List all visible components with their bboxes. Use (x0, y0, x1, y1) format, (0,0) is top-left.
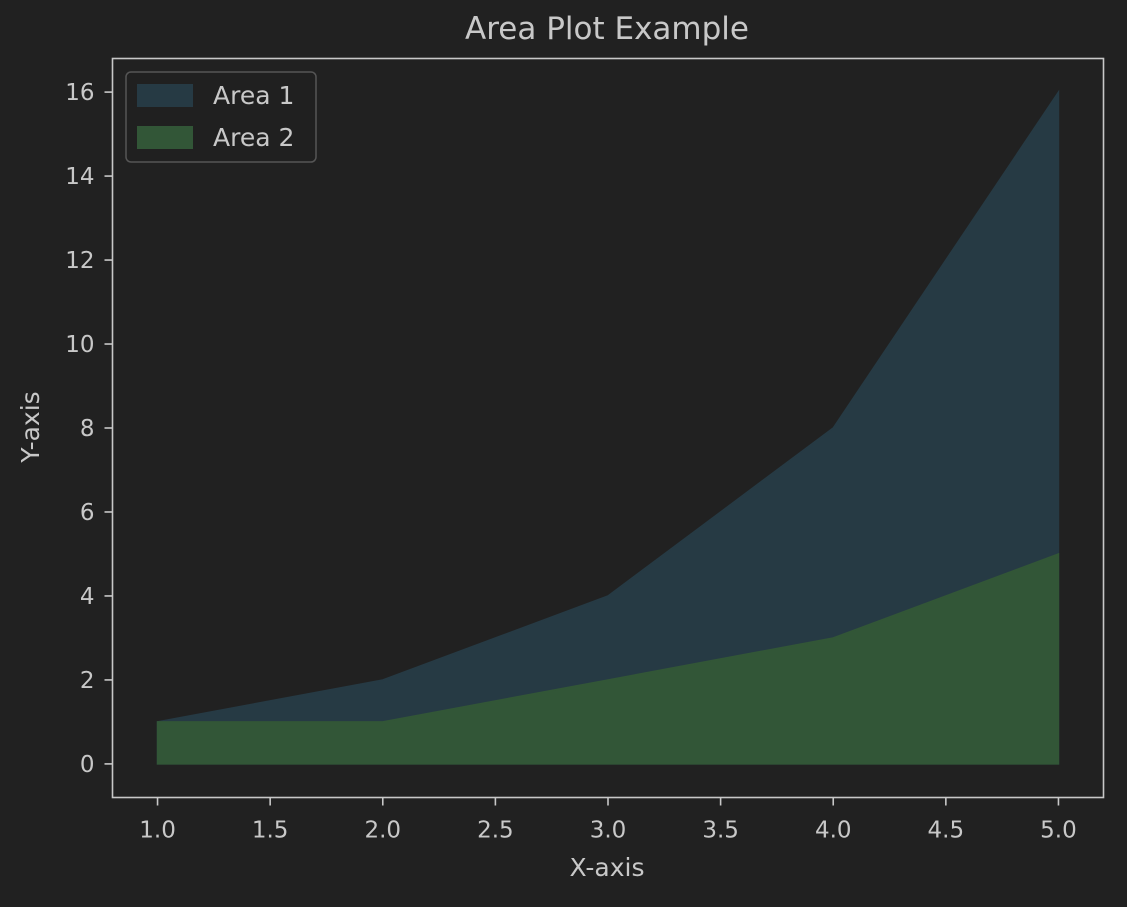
areas-layer (156, 89, 1060, 765)
y-axis-label: Y-axis (16, 391, 45, 463)
x-tick-label: 1.5 (252, 818, 289, 844)
legend-swatch-area-2 (137, 126, 193, 149)
y-tick-label: 14 (65, 164, 94, 190)
x-tick-label: 5.0 (1040, 818, 1077, 844)
y-tick-label: 16 (65, 80, 94, 106)
x-tick-label: 2.0 (364, 818, 401, 844)
area-2-fill (156, 552, 1060, 765)
legend-item-area-1: Area 1 (137, 81, 294, 110)
legend-label-area-1: Area 1 (213, 81, 294, 110)
y-tick-label: 4 (80, 584, 95, 610)
x-tick-label: 2.5 (477, 818, 514, 844)
y-tick-label: 6 (80, 500, 95, 526)
y-tick-label: 10 (65, 332, 94, 358)
x-tick-label: 4.5 (928, 818, 965, 844)
y-tick-label: 2 (80, 668, 95, 694)
y-tick-label: 8 (80, 416, 95, 442)
legend-item-area-2: Area 2 (137, 123, 294, 152)
legend-swatch-area-1 (137, 84, 193, 107)
x-tick-label: 3.0 (590, 818, 627, 844)
y-axis: 0 2 4 6 8 10 12 14 16 (65, 80, 113, 778)
chart-title: Area Plot Example (465, 11, 749, 47)
y-tick-label: 12 (65, 248, 94, 274)
x-tick-label: 3.5 (702, 818, 739, 844)
x-axis: 1.0 1.5 2.0 2.5 3.0 3.5 4.0 4.5 5.0 (139, 797, 1077, 844)
y-tick-label: 0 (80, 752, 95, 778)
legend: Area 1 Area 2 (125, 71, 317, 163)
x-tick-label: 1.0 (139, 818, 176, 844)
x-axis-label: X-axis (570, 853, 645, 882)
legend-label-area-2: Area 2 (213, 123, 294, 152)
x-tick-label: 4.0 (815, 818, 852, 844)
